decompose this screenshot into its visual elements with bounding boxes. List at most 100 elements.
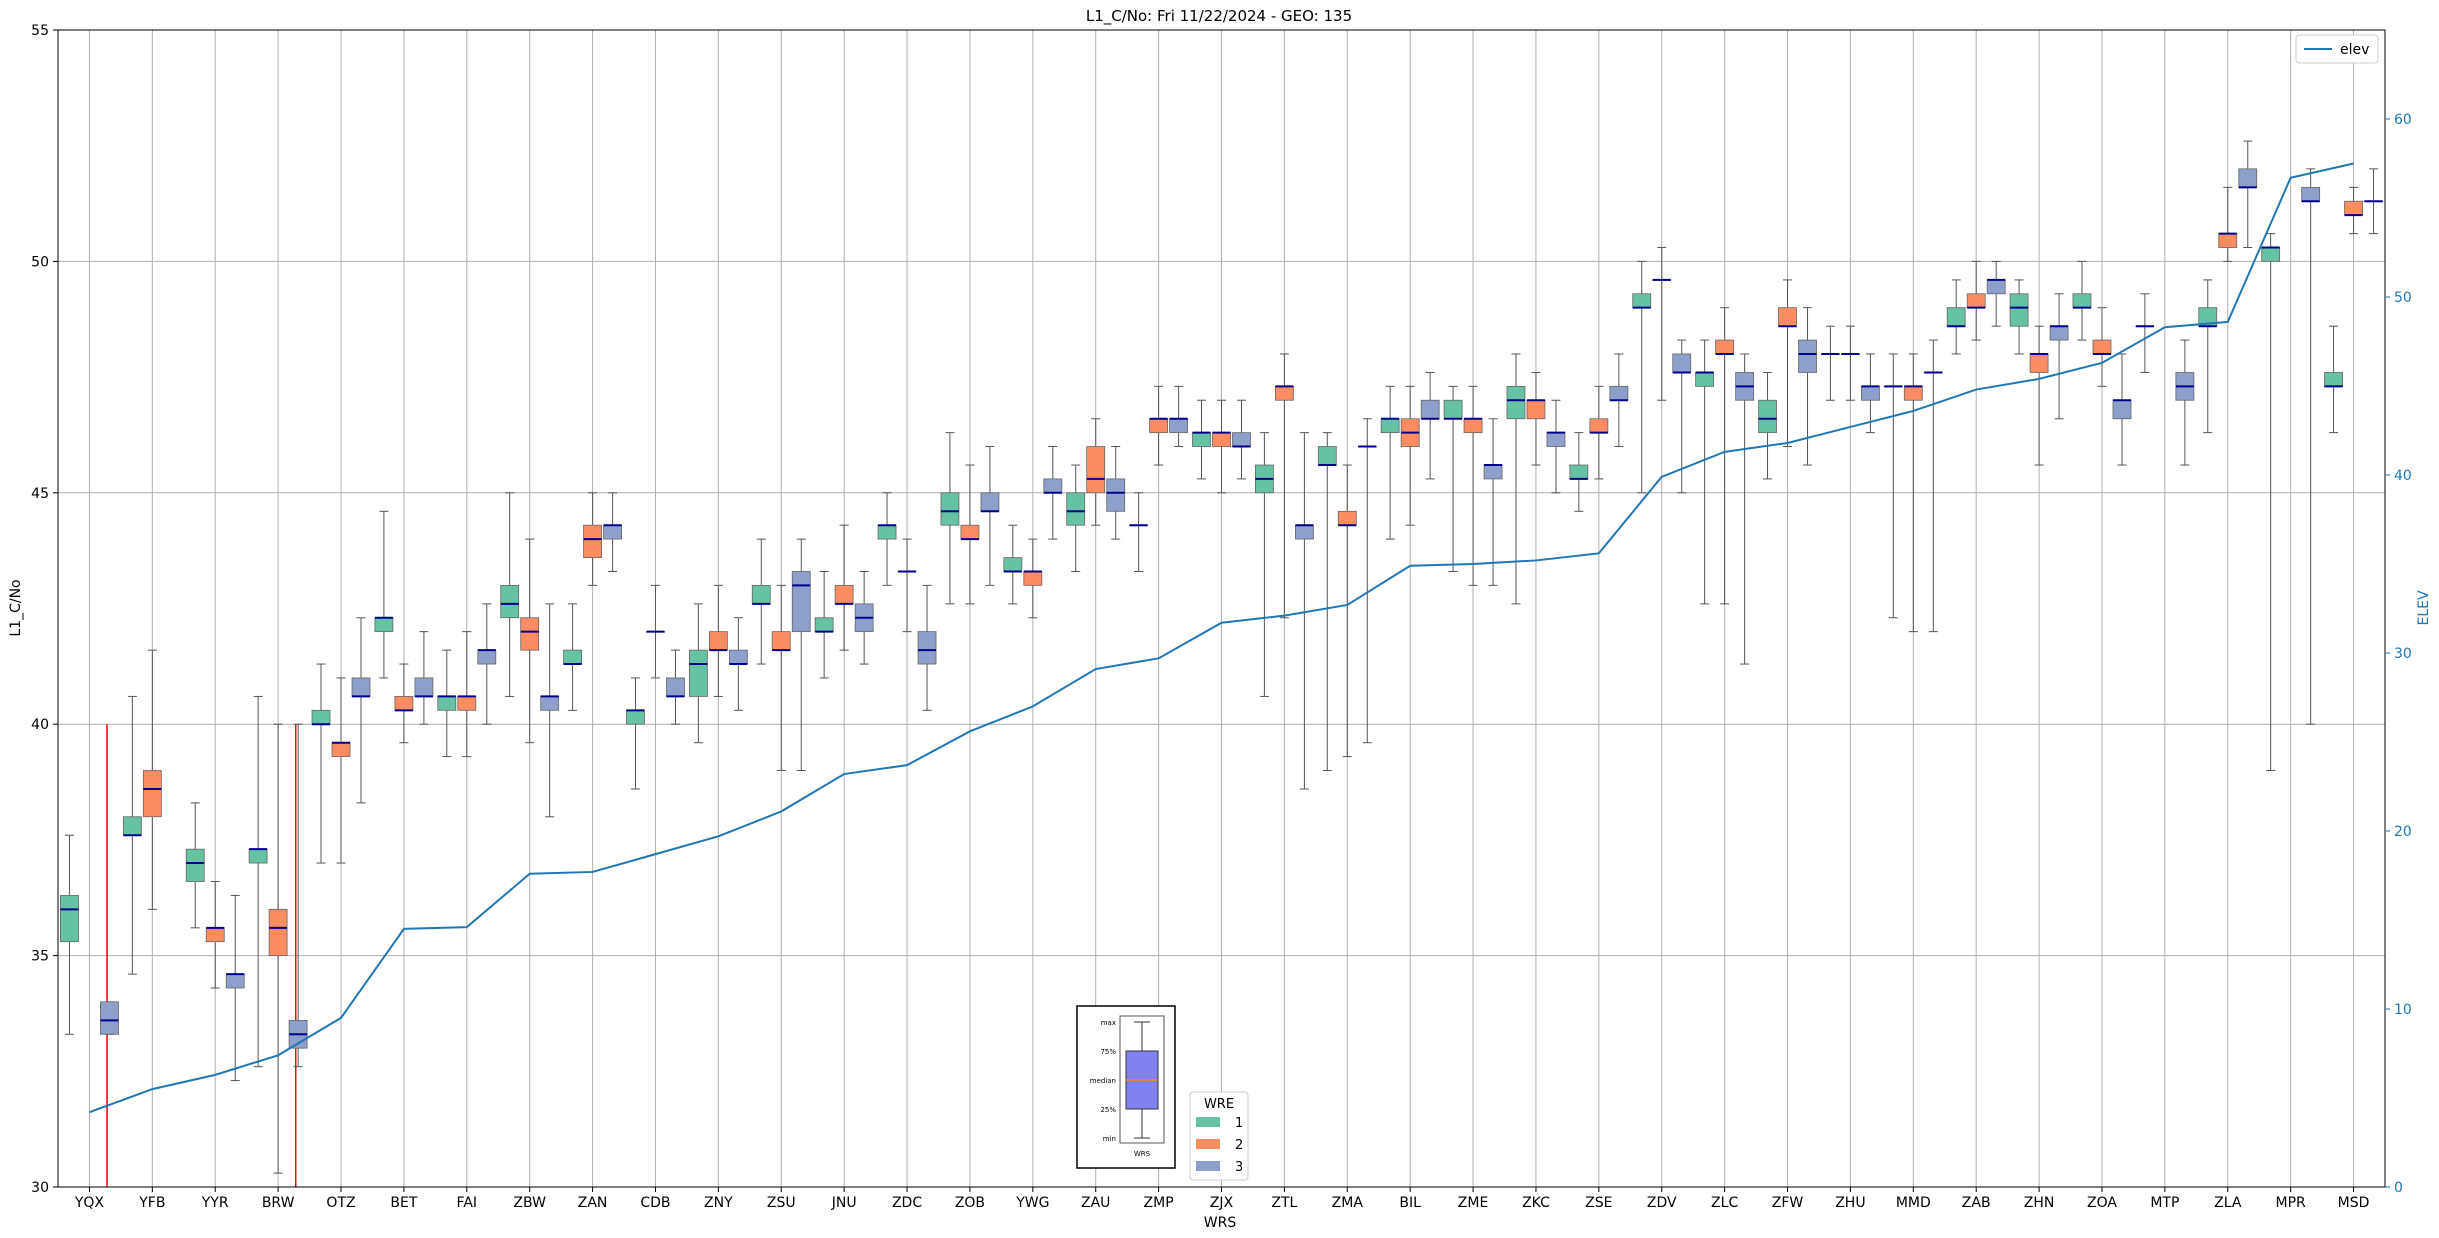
x-tick-label: ZOB: [955, 1195, 985, 1211]
box-wre-2: [142, 770, 162, 818]
legend-wre-swatch-3: [1196, 1161, 1220, 1171]
box-wre-1: [563, 649, 582, 665]
y-axis-label: L1_C/No: [8, 579, 24, 636]
box-wre-1: [877, 524, 897, 540]
box-wre-3: [1420, 399, 1440, 420]
inset-label-q1: 25%: [1100, 1106, 1116, 1114]
x-tick-label: YWG: [1015, 1195, 1049, 1211]
box-wre-3: [1672, 353, 1692, 373]
legend-wre-swatch-1: [1196, 1117, 1220, 1127]
x-tick-label: ZDV: [1647, 1195, 1677, 1211]
y-tick-label: 30: [31, 1180, 49, 1196]
box-wre-3: [1043, 478, 1063, 494]
x-tick-label: ZAN: [578, 1195, 608, 1211]
box-wre-3: [225, 973, 245, 989]
box-wre-3: [791, 571, 811, 633]
box-wre-3: [2049, 325, 2069, 341]
x-tick-label: ZJX: [1210, 1195, 1234, 1211]
x-tick-label: ZSE: [1585, 1195, 1612, 1211]
box-wre-1: [1758, 399, 1777, 434]
legend-wre-label-2: 2: [1235, 1138, 1243, 1153]
box-wre-2: [1589, 418, 1609, 434]
box-wre-2: [1903, 385, 1923, 401]
box-wre-2: [771, 631, 791, 651]
x-tick-label: ZLA: [2214, 1195, 2242, 1211]
box-wre-1: [1003, 557, 1023, 572]
box-wre-1: [1317, 446, 1337, 466]
box-wre-1: [1066, 492, 1086, 526]
x-tick-label: ZHU: [1835, 1195, 1865, 1211]
x-tick-label: ZMA: [1332, 1195, 1364, 1211]
x-tick-label: MMD: [1896, 1195, 1931, 1211]
box-wre-2: [205, 927, 225, 943]
x-tick-label: ZHN: [2024, 1195, 2055, 1211]
box-wre-1: [2072, 293, 2092, 309]
box-wre-1: [2324, 372, 2343, 387]
y2-tick-label: 40: [2394, 468, 2412, 484]
legend-elev-label: elev: [2340, 42, 2369, 58]
legend-wre: WRE 1 2 3: [1189, 1091, 1249, 1181]
inset-label-q3: 75%: [1100, 1048, 1116, 1056]
inset-label-median: median: [1090, 1077, 1116, 1085]
box-wre-2: [1715, 339, 1735, 355]
y-tick-label: 55: [31, 23, 49, 39]
box-wre-2: [708, 631, 728, 651]
x-tick-label: ZBW: [513, 1195, 546, 1211]
box-wre-2: [960, 524, 980, 540]
box-wre-2: [268, 908, 288, 957]
x-tick-label: BIL: [1399, 1195, 1421, 1211]
legend-wre-swatch-2: [1196, 1139, 1220, 1149]
box-wre-2: [1023, 571, 1043, 586]
x-tick-label: YFB: [138, 1195, 165, 1211]
y2-tick-label: 60: [2394, 112, 2412, 128]
box-wre-3: [1106, 478, 1126, 512]
x-tick-label: OTZ: [326, 1195, 355, 1211]
box-wre-1: [1506, 385, 1526, 420]
x-tick-label: JNU: [831, 1195, 857, 1211]
y2-tick-label: 0: [2394, 1180, 2403, 1196]
inset-axes: [1119, 1015, 1165, 1144]
box-wre-1: [1192, 432, 1211, 447]
legend-wre-label-3: 3: [1235, 1160, 1243, 1175]
box-wre-2: [583, 524, 602, 558]
box-wre-2: [1149, 418, 1169, 434]
y2-tick-label: 20: [2394, 824, 2412, 840]
box-wre-3: [100, 1001, 119, 1035]
x-axis-label: WRS: [1204, 1215, 1237, 1231]
box-wre-3: [2301, 186, 2321, 202]
box-wre-1: [374, 617, 394, 633]
box-wre-1: [626, 709, 645, 725]
x-tick-label: BRW: [262, 1195, 295, 1211]
inset-label-max: max: [1101, 1019, 1116, 1027]
box-wre-3: [1861, 385, 1880, 401]
x-tick-label: ZLC: [1711, 1195, 1738, 1211]
box-wre-2: [1526, 399, 1546, 420]
box-wre-2: [2029, 353, 2049, 373]
box-wre-2: [457, 696, 477, 711]
y2-axis-label: ELEV: [2416, 590, 2432, 625]
box-wre-2: [520, 617, 540, 651]
box-wre-3: [1483, 464, 1503, 480]
box-wre-2: [2092, 339, 2112, 355]
x-tick-label: ZNY: [704, 1195, 733, 1211]
box-wre-2: [2218, 233, 2238, 248]
box-wre-2: [834, 584, 854, 605]
x-tick-label: YYR: [201, 1195, 229, 1211]
chart-title: L1_C/No: Fri 11/22/2024 - GEO: 135: [1086, 7, 1352, 26]
inset-label-min: min: [1103, 1135, 1116, 1143]
box-wre-3: [477, 649, 497, 665]
box-wre-1: [248, 848, 268, 864]
box-wre-3: [603, 524, 622, 540]
box-wre-2: [2344, 200, 2363, 216]
box-wre-1: [1569, 464, 1589, 480]
box-wre-3: [1798, 339, 1817, 373]
box-wre-1: [1946, 307, 1966, 327]
legend-wre-box: [1189, 1091, 1249, 1181]
box-layer: [60, 140, 2383, 1174]
box-wre-3: [414, 677, 434, 697]
box-wre-3: [1294, 524, 1314, 540]
box-wre-2: [1337, 510, 1357, 526]
box-wre-2: [1778, 307, 1797, 327]
box-wre-1: [751, 584, 771, 605]
